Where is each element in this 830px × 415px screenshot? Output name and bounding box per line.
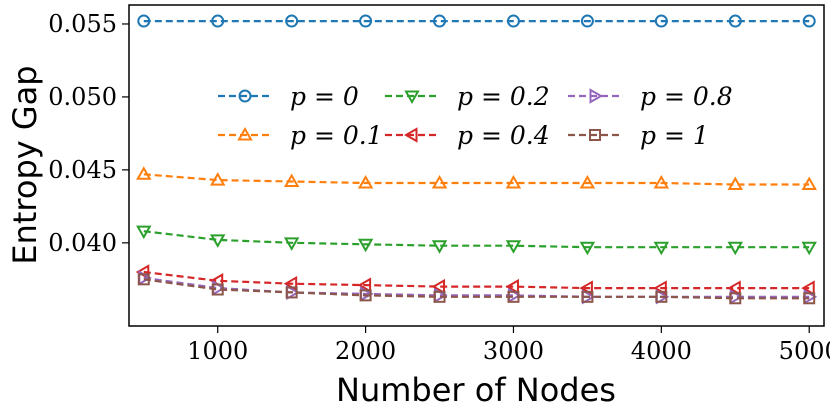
data-point — [433, 14, 447, 28]
data-point — [357, 238, 374, 253]
x-tick-label: 1000 — [187, 337, 248, 365]
data-point — [654, 14, 668, 28]
legend-item: p = 0.4 — [385, 121, 550, 150]
data-point — [505, 278, 519, 295]
legend-item: p = 0.8 — [568, 82, 733, 111]
data-point — [505, 240, 522, 254]
data-point — [359, 14, 373, 28]
series-p-0-1 — [136, 166, 817, 190]
data-point — [801, 176, 817, 190]
data-point — [803, 292, 816, 305]
x-axis-label: Number of Nodes — [336, 371, 616, 409]
data-point — [507, 290, 520, 303]
data-point — [285, 14, 299, 28]
data-point — [431, 278, 446, 295]
x-tick-label: 4000 — [631, 337, 692, 365]
legend-item: p = 0.2 — [385, 82, 550, 111]
series-p-1 — [137, 273, 816, 305]
data-point — [655, 290, 668, 303]
data-point — [285, 286, 298, 299]
legend-label: p = 0.2 — [457, 82, 550, 111]
series-lines — [135, 14, 818, 305]
legend-marker — [403, 127, 418, 143]
y-tick-label: 0.040 — [48, 229, 117, 257]
data-point — [653, 241, 670, 256]
legend: p = 0 p = 0.1 p = 0.2 p = 0.4 p = 0.8 p = 1 — [218, 82, 733, 150]
y-tick-label: 0.045 — [48, 156, 117, 184]
data-point — [210, 172, 226, 186]
x-tick-label: 3000 — [483, 337, 544, 365]
data-point — [283, 237, 300, 251]
legend-marker — [238, 89, 252, 103]
data-point — [579, 241, 596, 256]
series-p-0 — [137, 14, 816, 28]
data-point — [581, 290, 594, 303]
data-point — [357, 174, 374, 189]
data-point — [801, 241, 817, 256]
data-point — [137, 14, 151, 28]
data-point — [580, 14, 594, 28]
data-point — [431, 174, 448, 189]
data-point — [211, 283, 224, 296]
data-point — [283, 173, 300, 188]
legend-item: p = 1 — [568, 121, 709, 150]
data-point — [433, 290, 446, 303]
data-point — [727, 241, 743, 256]
y-axis-label: Entropy Gap — [6, 65, 44, 264]
plot-frame — [128, 4, 825, 327]
data-point — [136, 166, 152, 180]
legend-marker — [589, 88, 604, 104]
data-point — [210, 234, 226, 248]
data-point — [136, 225, 152, 240]
data-point — [359, 289, 372, 302]
data-point — [801, 280, 815, 296]
y-tick-label: 0.050 — [48, 83, 117, 111]
data-point — [137, 273, 150, 286]
series-line — [143, 278, 810, 300]
legend-marker — [589, 129, 601, 141]
legend-label: p = 0.1 — [290, 121, 383, 150]
series-p-0-4 — [135, 264, 815, 296]
data-point — [727, 176, 743, 190]
y-tick-label: 0.055 — [48, 10, 117, 38]
data-point — [505, 174, 522, 189]
legend-label: p = 0 — [290, 82, 359, 111]
series-line — [143, 270, 810, 290]
data-point — [729, 292, 742, 305]
legend-item: p = 0.1 — [218, 121, 383, 150]
data-point — [579, 174, 596, 189]
legend-item: p = 0 — [218, 82, 359, 111]
data-point — [431, 240, 448, 254]
legend-marker — [404, 90, 420, 105]
legend-marker — [237, 126, 253, 141]
data-point — [802, 14, 816, 28]
series-line — [143, 173, 810, 186]
data-point — [728, 14, 742, 28]
data-point — [357, 277, 372, 293]
legend-label: p = 0.4 — [457, 121, 550, 150]
series-p-0-2 — [136, 225, 817, 256]
x-tick-label: 2000 — [335, 337, 396, 365]
series-line — [143, 230, 810, 249]
data-point — [653, 174, 670, 189]
data-point — [506, 14, 520, 28]
data-point — [211, 14, 225, 28]
legend-label: p = 0.8 — [640, 82, 733, 111]
data-point — [727, 280, 741, 296]
legend-label: p = 1 — [640, 121, 709, 150]
